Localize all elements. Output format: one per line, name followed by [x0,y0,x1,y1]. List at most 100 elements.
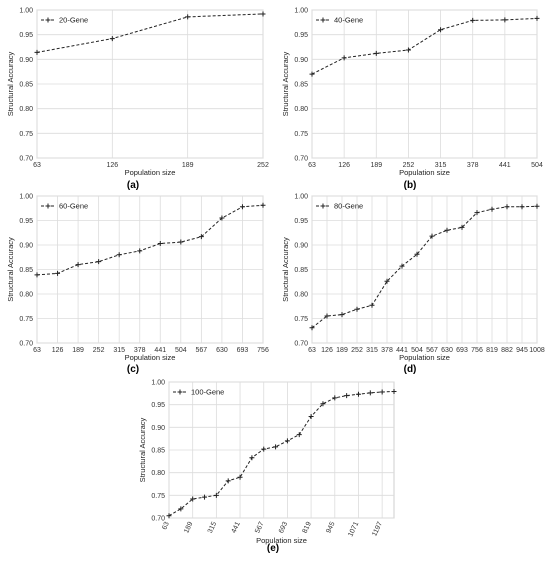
data-point [309,325,315,331]
y-tick-label: 0.80 [151,470,165,477]
y-tick-label: 0.95 [19,32,33,39]
y-tick-label: 1.00 [294,194,308,201]
y-axis-label: Structural Accuracy [138,417,147,482]
x-tick-label: 945 [516,347,528,354]
data-point [273,444,279,450]
y-tick-label: 0.80 [294,292,308,299]
data-point [391,389,397,395]
legend-marker-icon [45,203,51,209]
x-tick-label: 504 [531,162,543,169]
x-tick-label: 756 [471,347,483,354]
data-point [249,455,255,461]
data-point [261,446,267,452]
x-tick-label: 441 [396,347,408,354]
series-line [36,13,264,53]
data-point [367,390,373,396]
x-tick-label: 1008 [529,347,545,354]
y-tick-label: 0.95 [19,218,33,225]
y-axis-label: Structural Accuracy [6,237,15,302]
x-tick-label: 567 [426,347,438,354]
x-axis-label: Population size [256,536,307,545]
y-tick-label: 0.85 [294,267,308,274]
x-tick-label: 756 [257,347,269,354]
x-tick-label: 63 [33,347,41,354]
x-tick-label: 945 [325,521,336,535]
x-tick-label: 378 [381,347,393,354]
data-point [369,302,375,308]
panel-caption: (c) [127,364,139,375]
y-tick-label: 0.90 [294,57,308,64]
x-tick-label: 441 [499,162,511,169]
y-tick-label: 0.75 [294,316,308,323]
x-tick-label: 693 [278,521,289,535]
series-line [168,391,395,517]
data-point [355,391,361,397]
x-tick-label: 441 [231,521,242,535]
x-tick-label: 189 [183,521,194,535]
x-tick-label: 315 [113,347,125,354]
y-axis-label: Structural Accuracy [281,237,290,302]
x-tick-label: 567 [254,521,265,535]
y-tick-label: 0.90 [19,57,33,64]
data-point [239,204,245,210]
data-point [438,27,444,33]
data-point [116,252,122,258]
data-point [474,210,480,216]
data-point [444,227,450,233]
data-point [55,270,61,276]
x-tick-label: 693 [456,347,468,354]
x-tick-label: 189 [370,162,382,169]
data-point [324,313,330,319]
data-point [373,50,379,56]
data-point [429,233,435,239]
x-axis-label: Population size [399,353,450,362]
y-tick-label: 1.00 [151,380,165,387]
data-point [320,401,326,407]
data-point [185,14,191,20]
legend-entry: 20-Gene [59,16,88,25]
y-axis-label: Structural Accuracy [6,51,15,116]
legend-entry: 40-Gene [334,16,363,25]
chart-panel: 0.70 0.75 0.80 0.85 0.90 0.95 1.00 63 126 189 252 P… [6,8,269,192]
data-point [225,478,231,484]
data-point [202,494,208,500]
y-tick-label: 0.95 [151,402,165,409]
data-point [384,278,390,284]
x-axis-label: Population size [399,168,450,177]
data-point [96,259,102,265]
data-point [190,496,196,502]
x-tick-label: 1197 [371,521,384,538]
data-point [219,215,225,221]
data-point [341,55,347,61]
y-tick-label: 0.70 [151,516,165,523]
y-tick-label: 0.80 [19,292,33,299]
x-tick-label: 252 [403,162,415,169]
data-point [504,204,510,210]
x-tick-label: 378 [134,347,146,354]
data-point [75,262,81,268]
x-tick-label: 252 [93,347,105,354]
y-tick-label: 0.70 [19,156,33,163]
x-tick-label: 630 [216,347,228,354]
chart-panel: 0.70 0.75 0.80 0.85 0.90 0.95 1.00 63 189 315 441 5… [138,380,397,554]
y-tick-label: 1.00 [19,194,33,201]
data-point [109,36,115,42]
y-tick-label: 0.95 [294,32,308,39]
x-tick-label: 315 [366,347,378,354]
data-point [166,513,172,519]
y-tick-label: 0.85 [19,267,33,274]
y-tick-label: 0.75 [19,316,33,323]
x-tick-label: 1071 [347,521,360,538]
y-tick-label: 0.85 [294,82,308,89]
y-tick-label: 1.00 [294,8,308,15]
x-tick-label: 315 [207,521,218,535]
data-point [178,506,184,512]
x-axis-label: Population size [125,353,176,362]
x-tick-label: 882 [501,347,513,354]
legend-entry: 100-Gene [191,388,224,397]
y-tick-label: 0.90 [151,425,165,432]
x-tick-label: 63 [308,347,316,354]
